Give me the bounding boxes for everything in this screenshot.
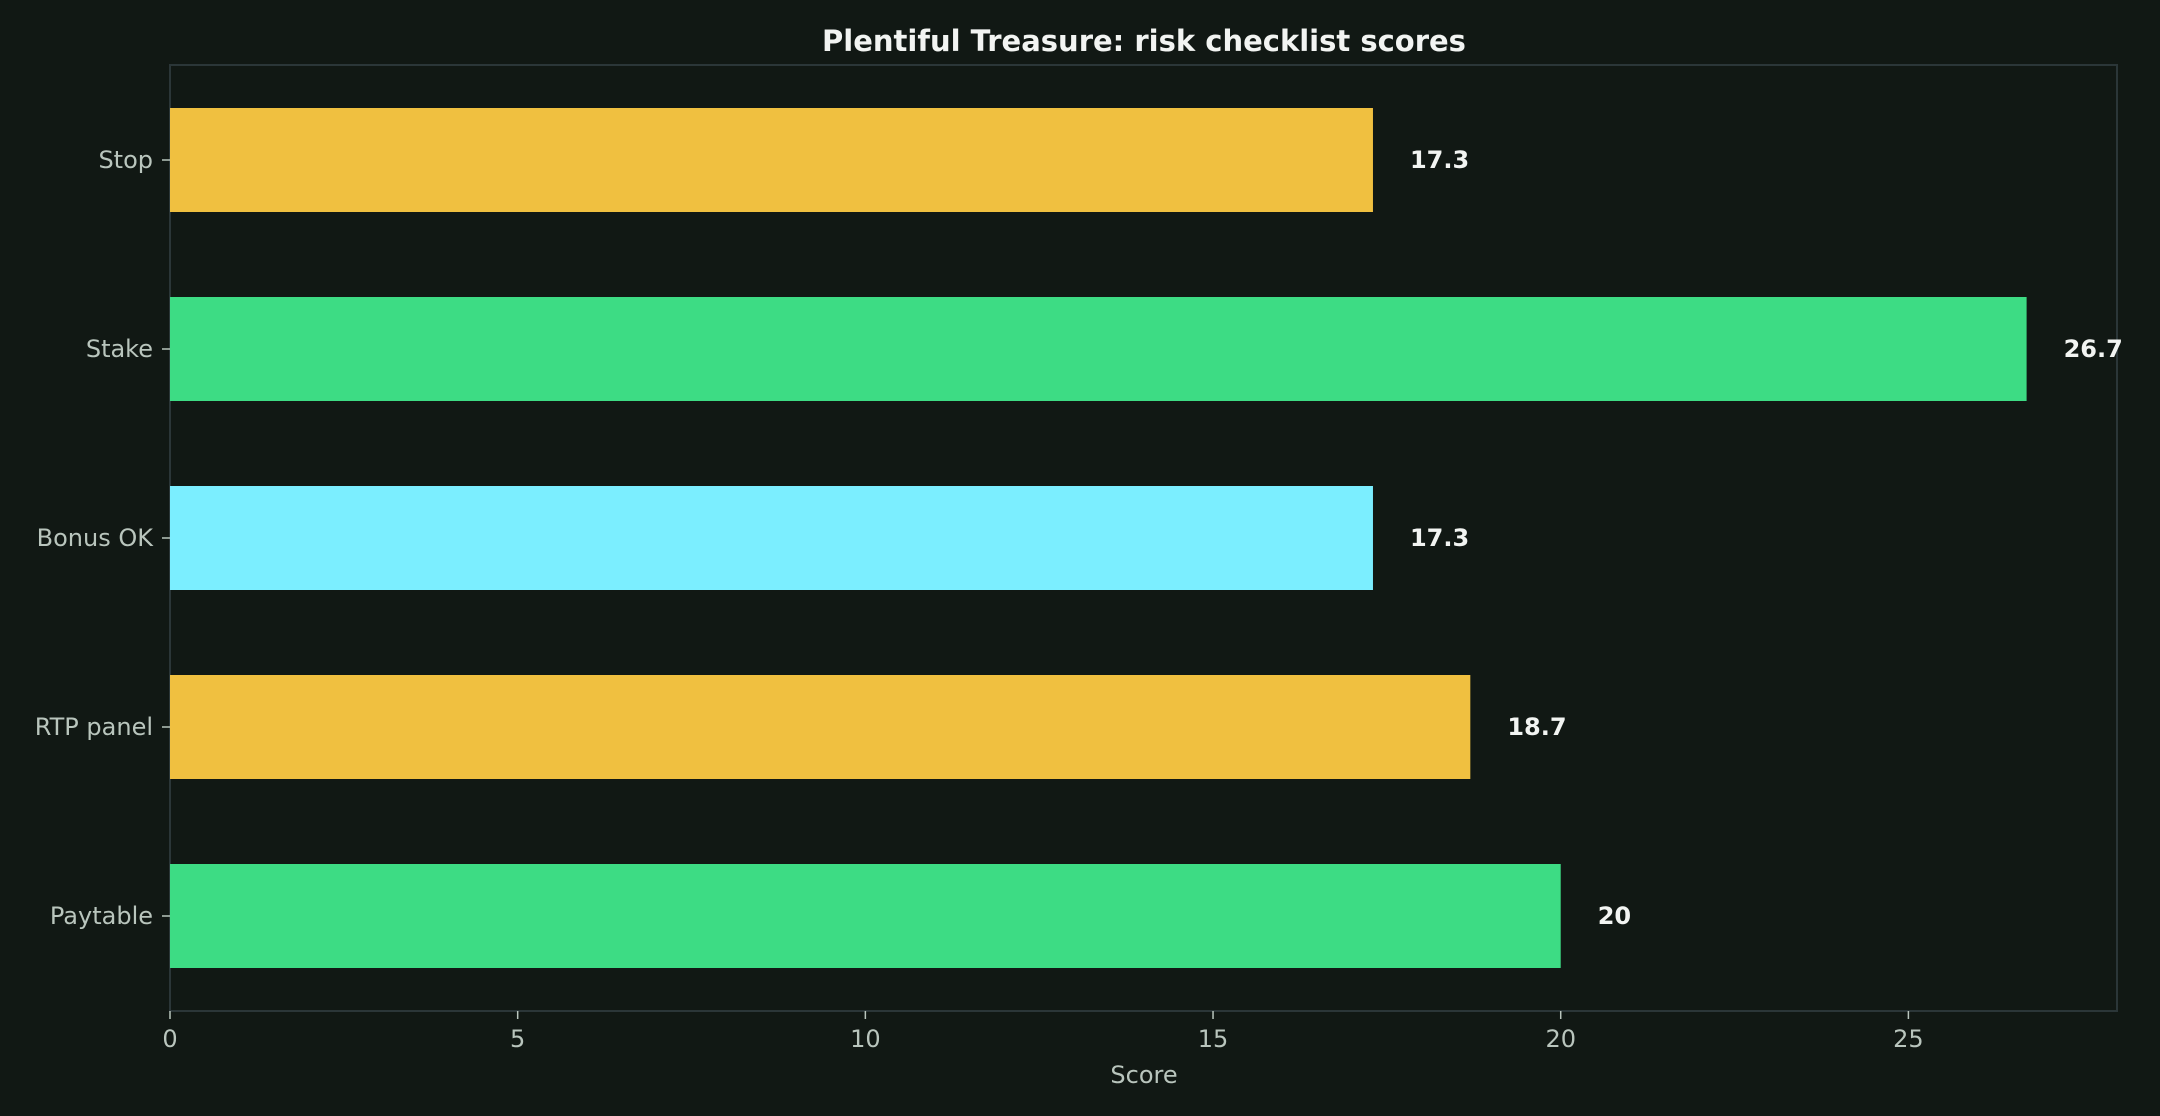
x-axis-label: Score xyxy=(1110,1061,1177,1089)
bar-paytable xyxy=(170,864,1561,968)
x-tick-label-25: 25 xyxy=(1893,1025,1924,1053)
value-label-stop: 17.3 xyxy=(1410,146,1469,174)
y-tick-label-rtp-panel: RTP panel xyxy=(35,713,153,741)
y-tick-label-bonus-ok: Bonus OK xyxy=(37,524,155,552)
bar-bonus-ok xyxy=(170,486,1373,590)
y-tick-label-stake: Stake xyxy=(86,335,153,363)
x-tick-label-5: 5 xyxy=(510,1025,525,1053)
y-tick-label-paytable: Paytable xyxy=(50,902,153,930)
chart-title: Plentiful Treasure: risk checklist score… xyxy=(822,24,1466,58)
y-axis: Stop Stake Bonus OK RTP panel Paytable xyxy=(35,146,170,930)
value-label-bonus-ok: 17.3 xyxy=(1410,524,1469,552)
value-label-rtp-panel: 18.7 xyxy=(1507,713,1566,741)
x-tick-label-10: 10 xyxy=(850,1025,881,1053)
bar-rtp-panel xyxy=(170,675,1471,779)
bar-stop xyxy=(170,108,1373,212)
bars-group xyxy=(170,108,2027,968)
x-tick-label-15: 15 xyxy=(1198,1025,1229,1053)
bar-stake xyxy=(170,297,2027,401)
x-axis: 0 5 10 15 20 25 xyxy=(162,1011,1924,1053)
value-label-paytable: 20 xyxy=(1598,902,1631,930)
value-label-stake: 26.7 xyxy=(2064,335,2123,363)
x-tick-label-0: 0 xyxy=(162,1025,177,1053)
x-tick-label-20: 20 xyxy=(1545,1025,1576,1053)
value-labels-group: 17.3 26.7 17.3 18.7 20 xyxy=(1410,146,2123,930)
y-tick-label-stop: Stop xyxy=(98,146,153,174)
